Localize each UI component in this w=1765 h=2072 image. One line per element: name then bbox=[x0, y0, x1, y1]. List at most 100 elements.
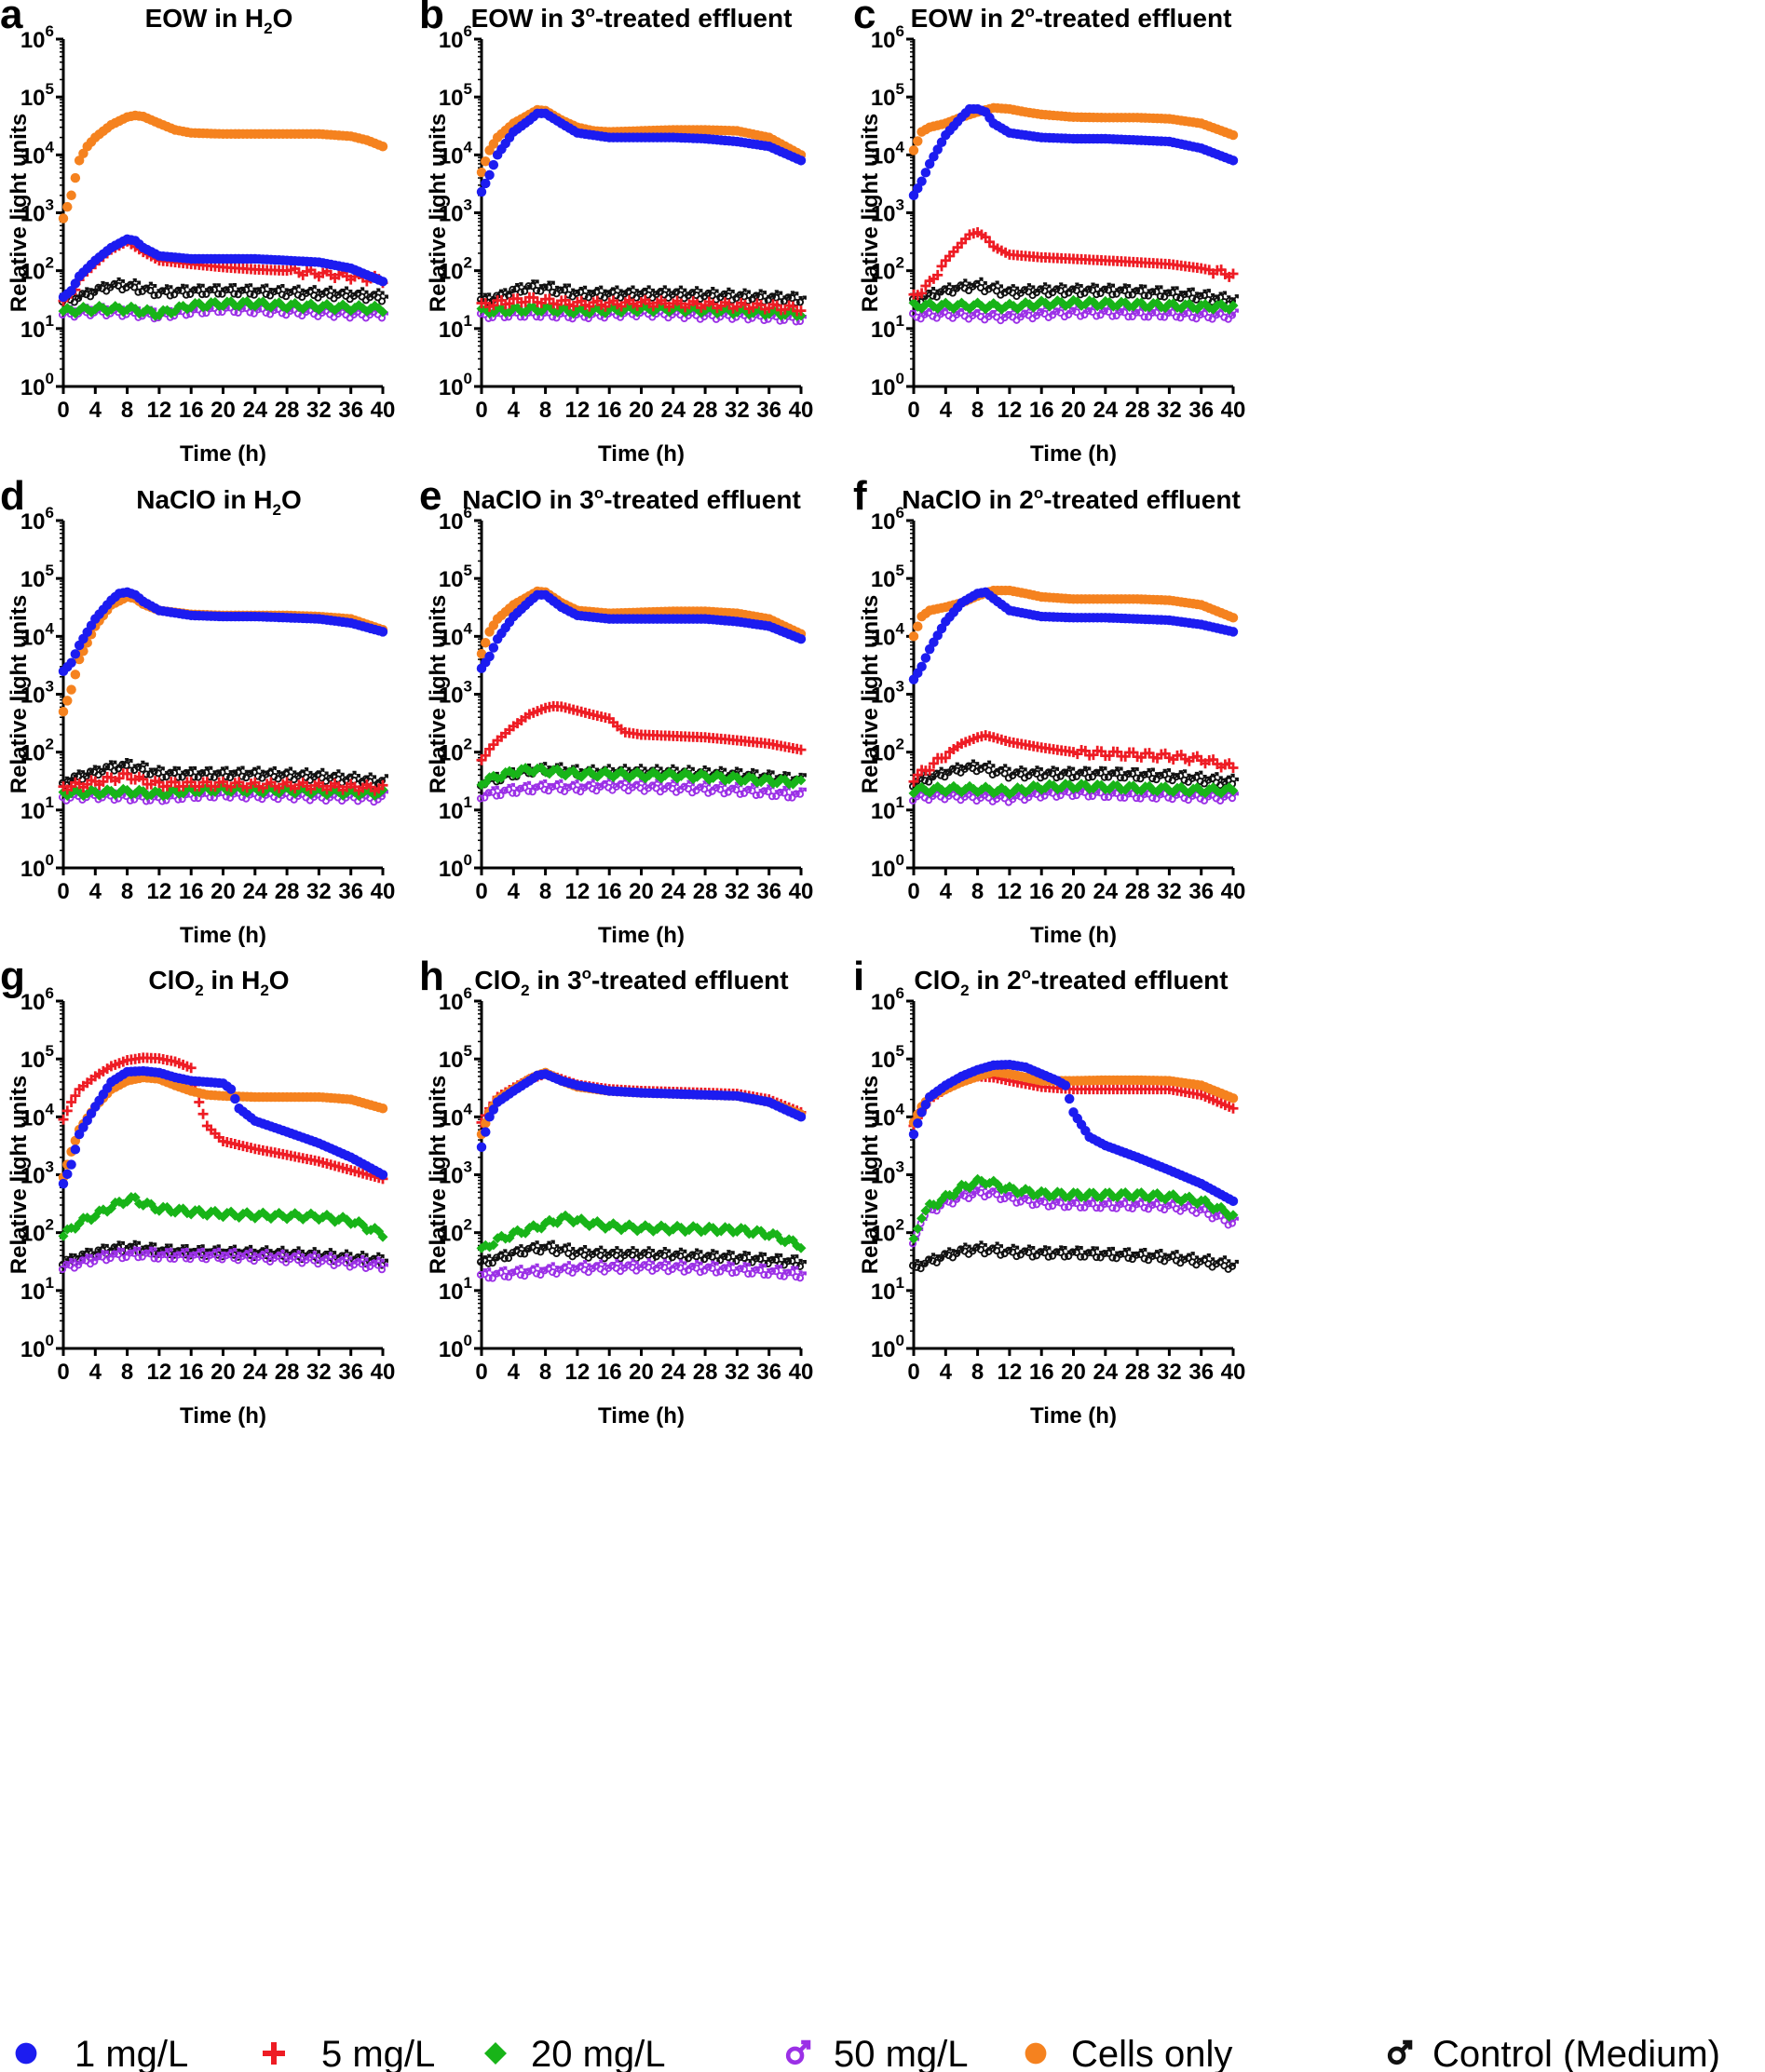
data-point bbox=[58, 1178, 69, 1189]
y-tick-exponent: 2 bbox=[896, 254, 904, 272]
data-point bbox=[724, 290, 735, 301]
y-tick-exponent: 1 bbox=[46, 312, 54, 330]
y-axis-label: Relative light units bbox=[858, 1076, 883, 1274]
y-tick-exponent: 4 bbox=[464, 138, 473, 156]
title-text: in H bbox=[204, 966, 261, 995]
y-tick-exponent: 3 bbox=[896, 678, 904, 696]
data-point bbox=[290, 284, 301, 295]
axis-lines bbox=[912, 39, 1233, 388]
x-tick-label: 12 bbox=[147, 1360, 172, 1385]
y-tick-base: 10 bbox=[871, 990, 896, 1015]
y-tick-base: 10 bbox=[439, 28, 464, 53]
data-point bbox=[795, 305, 807, 317]
data-point bbox=[70, 278, 81, 289]
y-tick-base: 10 bbox=[20, 318, 46, 343]
y-tick-exponent: 4 bbox=[46, 138, 55, 156]
x-tick-label: 0 bbox=[57, 1360, 69, 1385]
y-tick-base: 10 bbox=[20, 202, 46, 227]
axis-lines bbox=[61, 521, 383, 870]
x-tick-label: 12 bbox=[998, 398, 1023, 423]
data-point bbox=[305, 285, 317, 296]
x-tick-label: 40 bbox=[371, 398, 396, 423]
y-tick-label: 106 bbox=[20, 984, 54, 1015]
data-point bbox=[1088, 283, 1099, 294]
data-point bbox=[916, 176, 927, 186]
y-tick-base: 10 bbox=[20, 857, 46, 882]
x-tick-label: 24 bbox=[1093, 1360, 1118, 1385]
y-tick-exponent: 0 bbox=[46, 1332, 54, 1349]
y-tick-label: 105 bbox=[871, 1042, 904, 1073]
y-tick-exponent: 3 bbox=[46, 196, 54, 214]
panel-letter: a bbox=[0, 0, 23, 37]
x-tick-label: 32 bbox=[725, 879, 750, 904]
x-tick-label: 32 bbox=[306, 879, 332, 904]
y-tick-label: 101 bbox=[871, 793, 904, 824]
x-tick-label: 16 bbox=[179, 398, 204, 423]
title-text: ClO bbox=[914, 966, 960, 995]
title-text: O bbox=[281, 485, 302, 514]
x-tick-label: 28 bbox=[275, 879, 300, 904]
y-tick-label: 105 bbox=[439, 562, 472, 592]
x-tick-label: 32 bbox=[306, 1360, 332, 1385]
data-point bbox=[377, 277, 388, 287]
x-tick-label: 0 bbox=[57, 879, 69, 904]
y-tick-label: 100 bbox=[20, 370, 54, 400]
title-text: -treated effluent bbox=[1043, 485, 1241, 514]
panel-title: ClO2​ in 2o​-treated effluent bbox=[914, 965, 1228, 999]
y-tick-label: 101 bbox=[20, 1274, 54, 1305]
x-tick-label: 20 bbox=[629, 1360, 654, 1385]
y-tick-base: 10 bbox=[20, 1280, 46, 1305]
y-tick-label: 106 bbox=[20, 22, 54, 53]
data-point bbox=[544, 280, 555, 291]
data-point bbox=[377, 1104, 388, 1114]
data-point bbox=[577, 285, 588, 296]
title-subscript: 2 bbox=[521, 982, 529, 999]
data-point bbox=[560, 283, 571, 294]
y-tick-exponent: 0 bbox=[464, 1332, 472, 1349]
y-tick-base: 10 bbox=[20, 567, 46, 592]
data-point bbox=[795, 156, 807, 166]
x-tick-label: 4 bbox=[940, 398, 953, 423]
y-tick-base: 10 bbox=[439, 318, 464, 343]
y-tick-exponent: 1 bbox=[464, 312, 472, 330]
title-text: -treated effluent bbox=[604, 485, 801, 514]
data-point bbox=[70, 649, 81, 659]
x-tick-label: 8 bbox=[971, 879, 984, 904]
x-tick-label: 12 bbox=[998, 1360, 1023, 1385]
y-tick-exponent: 6 bbox=[464, 22, 472, 40]
y-tick-exponent: 0 bbox=[46, 370, 54, 387]
data-point bbox=[908, 631, 919, 642]
x-tick-label: 12 bbox=[565, 1360, 591, 1385]
data-point bbox=[1084, 282, 1095, 293]
data-point bbox=[1200, 289, 1211, 300]
y-tick-label: 103 bbox=[439, 196, 472, 227]
y-tick-label: 105 bbox=[871, 80, 904, 111]
data-point bbox=[1105, 283, 1116, 294]
data-point bbox=[481, 1127, 491, 1137]
y-axis-label: Relative light units bbox=[426, 1076, 451, 1274]
y-tick-label: 100 bbox=[20, 1332, 54, 1362]
y-axis-label: Relative light units bbox=[426, 114, 451, 312]
y-tick-exponent: 6 bbox=[896, 22, 904, 40]
data-point bbox=[210, 283, 221, 294]
panel-title: EOW in 2o​-treated effluent bbox=[911, 3, 1232, 33]
panel-letter: f bbox=[853, 473, 867, 519]
data-point bbox=[972, 277, 984, 288]
y-tick-exponent: 1 bbox=[896, 1274, 904, 1292]
y-tick-base: 10 bbox=[20, 375, 46, 400]
y-tick-exponent: 5 bbox=[464, 1042, 472, 1060]
x-tick-label: 36 bbox=[1188, 1360, 1214, 1385]
y-tick-base: 10 bbox=[20, 86, 46, 111]
y-tick-label: 106 bbox=[20, 504, 54, 535]
y-tick-exponent: 3 bbox=[896, 1158, 904, 1176]
y-tick-label: 104 bbox=[20, 138, 55, 169]
y-tick-label: 101 bbox=[20, 312, 54, 343]
data-point bbox=[70, 172, 81, 183]
data-point bbox=[920, 168, 931, 178]
y-tick-base: 10 bbox=[871, 202, 896, 227]
y-tick-label: 100 bbox=[871, 1332, 904, 1362]
y-tick-base: 10 bbox=[20, 799, 46, 824]
title-text: EOW in 2 bbox=[911, 4, 1025, 33]
y-tick-base: 10 bbox=[439, 990, 464, 1015]
y-tick-base: 10 bbox=[20, 1337, 46, 1362]
